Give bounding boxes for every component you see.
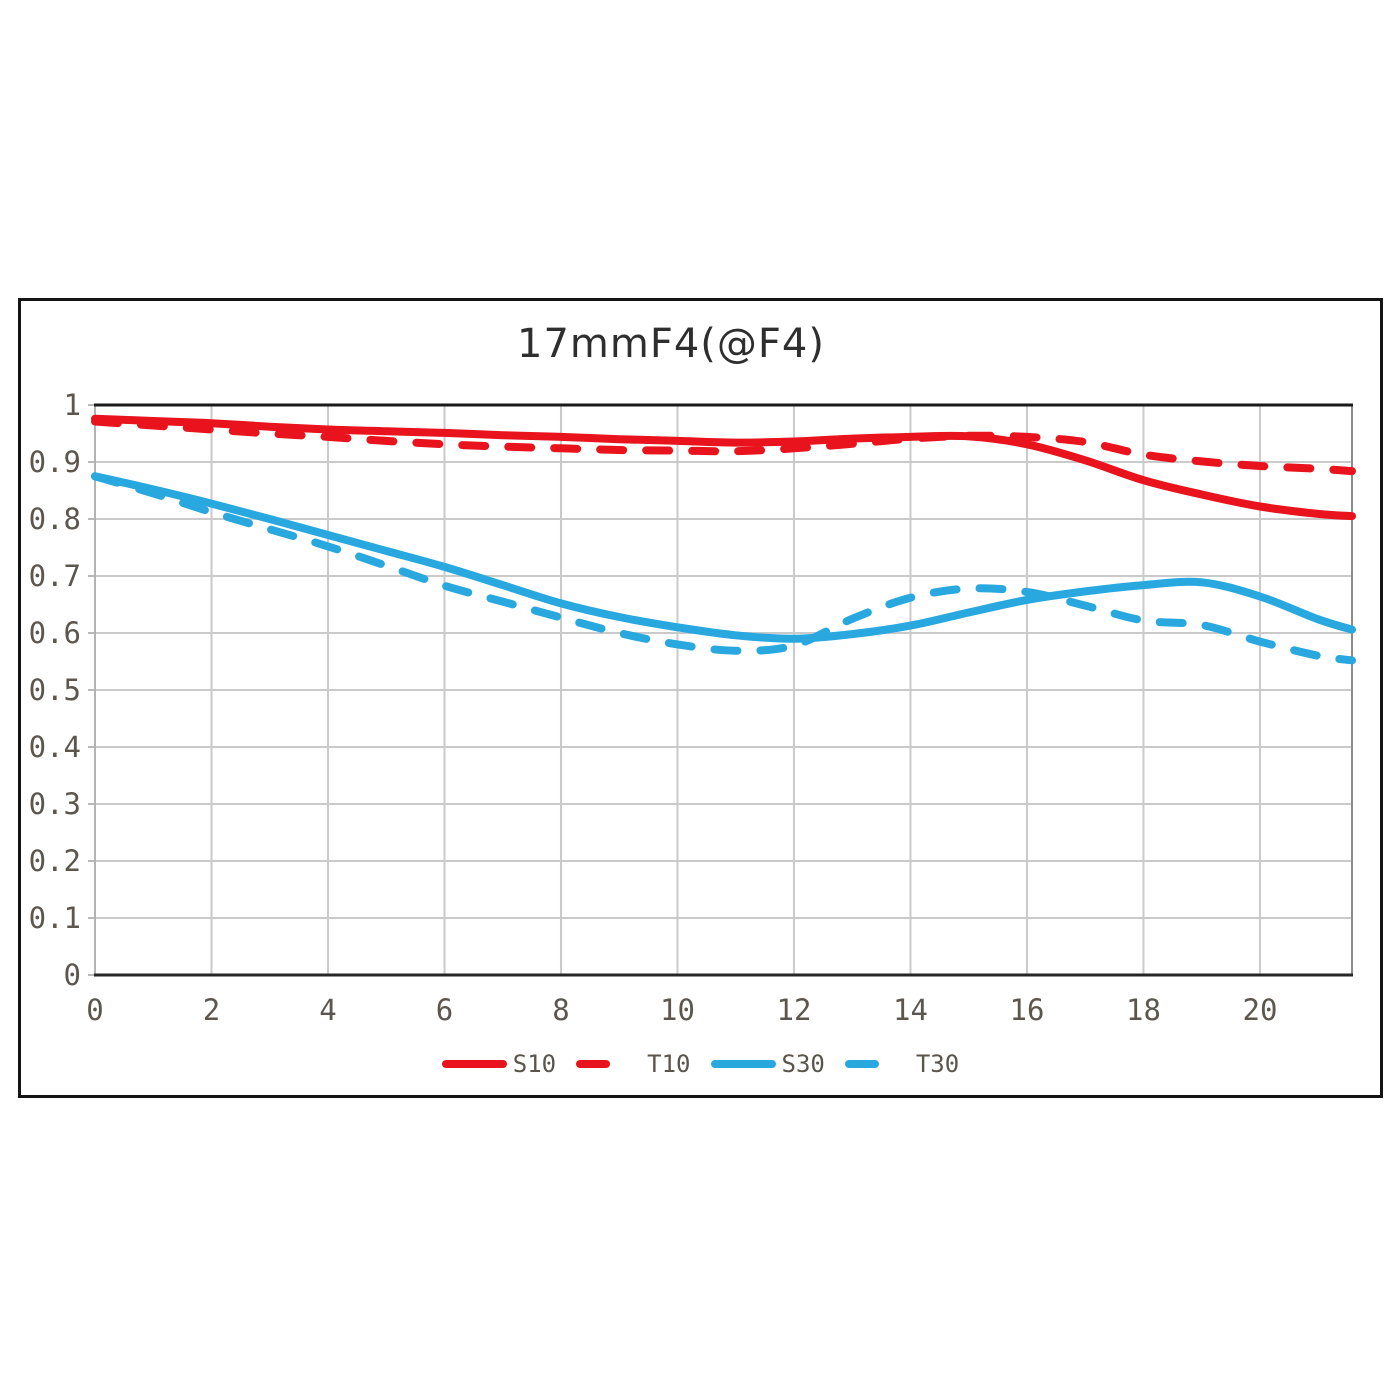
legend-item-t10: T10 — [576, 1049, 691, 1079]
legend-label-t30: T30 — [915, 1050, 960, 1078]
legend-swatch-t10 — [576, 1060, 611, 1068]
legend-solid-line-icon — [710, 1060, 776, 1068]
x-axis-tick-label: 18 — [1126, 993, 1161, 1027]
y-axis-tick-label: 0.3 — [29, 787, 81, 821]
legend-item-t30: T30 — [844, 1049, 960, 1079]
legend-label-t10: T10 — [647, 1050, 691, 1078]
y-axis-tick-label: 1 — [64, 388, 81, 422]
y-axis-tick-label: 0.9 — [29, 445, 81, 479]
chart-panel: 17mmF4(@F4) 0 0.1 0.2 0.3 0.4 0.5 0.6 0.7 0.8 0.9… — [18, 298, 1383, 1098]
x-axis-tick-label: 20 — [1243, 993, 1278, 1027]
series-t10-curve — [91, 417, 1356, 476]
chart-title: 17mmF4(@F4) — [517, 321, 825, 367]
series-t30-curve — [91, 472, 1356, 665]
legend-item-s10: S10 — [441, 1049, 557, 1079]
x-axis-tick-label: 0 — [86, 993, 103, 1027]
legend-solid-line-icon — [441, 1060, 507, 1068]
x-axis-tick-label: 2 — [203, 993, 220, 1027]
legend-dashed-line-icon — [844, 1060, 910, 1068]
y-axis-tick-label: 0.5 — [29, 673, 81, 707]
y-axis-tick-label: 0.1 — [29, 901, 81, 935]
x-axis-tick-label: 14 — [893, 993, 928, 1027]
legend: S10 T10 S30 T30 — [21, 1047, 1380, 1081]
legend-label-s30: S30 — [781, 1050, 825, 1078]
y-axis-tick-label: 0.4 — [29, 730, 81, 764]
series-s10-curve — [91, 414, 1356, 521]
legend-label-s10: S10 — [512, 1050, 557, 1078]
legend-swatch-s30 — [710, 1060, 776, 1068]
y-axis-tick-label: 0.7 — [29, 559, 81, 593]
y-axis-tick-label: 0.2 — [29, 844, 81, 878]
y-axis-tick-label: 0.8 — [29, 502, 81, 536]
x-axis-tick-label: 16 — [1010, 993, 1045, 1027]
legend-swatch-t30 — [844, 1060, 879, 1068]
x-axis-tick-label: 10 — [660, 993, 695, 1027]
x-axis-tick-label: 6 — [436, 993, 453, 1027]
plot-area: 00.10.20.30.40.50.60.70.80.910 2 4 6 8 10 12 14… — [29, 388, 1356, 1027]
x-axis-tick-label: 12 — [777, 993, 812, 1027]
y-axis-tick-label: 0.6 — [29, 616, 81, 650]
x-axis-tick-label: 4 — [319, 993, 336, 1027]
y-axis-tick-label: 0 — [64, 958, 81, 992]
x-axis-tick-label: 8 — [552, 993, 569, 1027]
legend-swatch-s10 — [441, 1060, 507, 1068]
series-s30-curve — [91, 472, 1356, 643]
legend-dashed-line-icon — [576, 1060, 641, 1068]
legend-item-s30: S30 — [710, 1049, 825, 1079]
